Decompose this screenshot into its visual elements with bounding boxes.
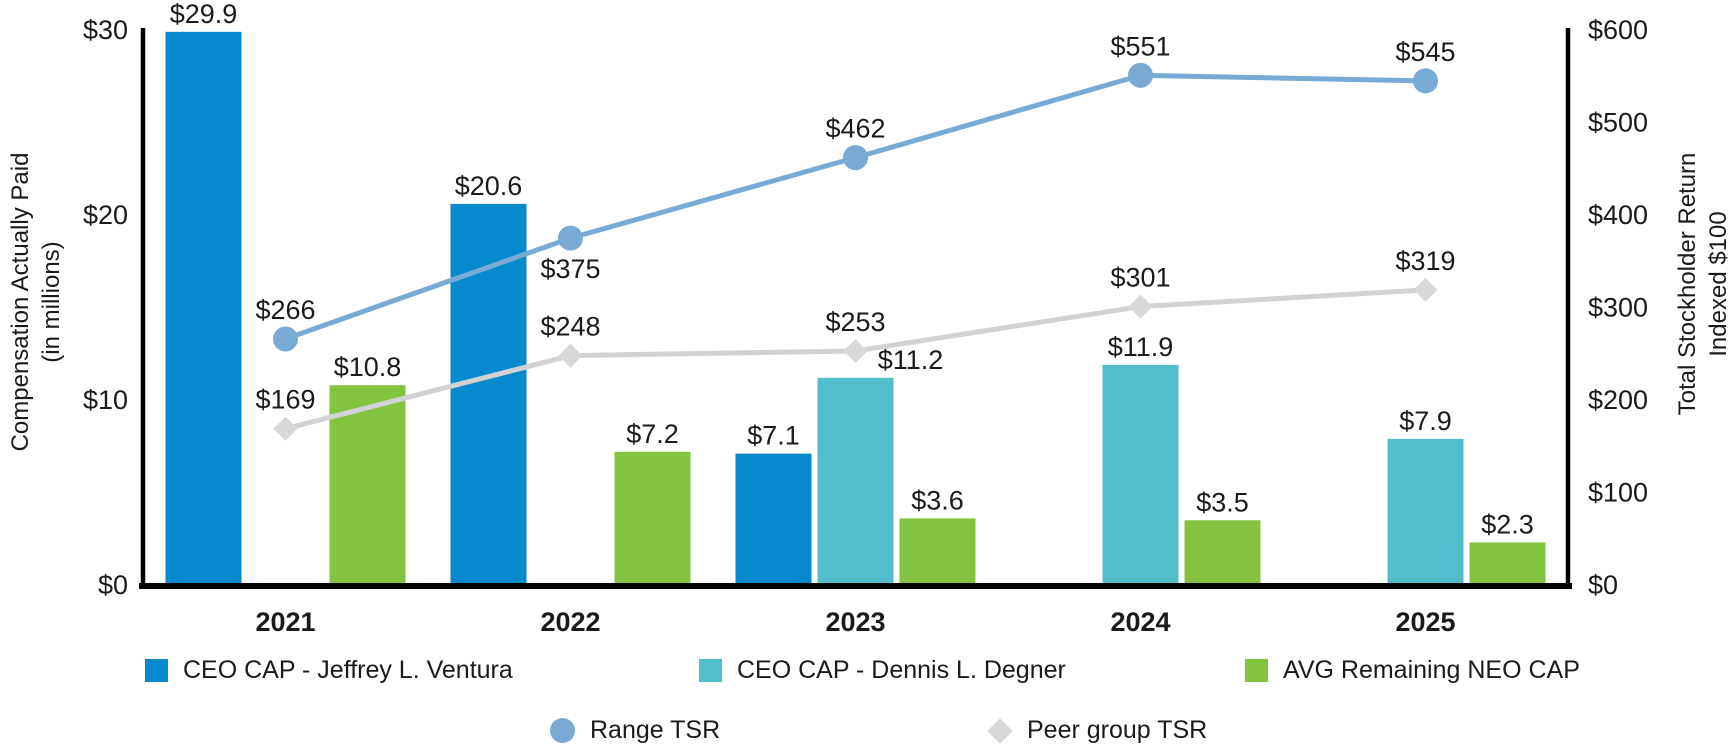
left-axis-tick: $30	[83, 15, 128, 45]
x-axis-tick-2025: 2025	[1395, 607, 1455, 637]
line-value-label: $319	[1395, 246, 1455, 276]
legend-item-range-tsr-swatch-icon	[550, 718, 575, 743]
range-tsr-marker	[1413, 68, 1438, 94]
bar-2023	[899, 518, 976, 585]
range-tsr-marker	[558, 225, 583, 251]
line-value-label: $551	[1110, 31, 1170, 61]
legend-item-range-tsr-label: Range TSR	[590, 716, 721, 744]
bar-2023	[735, 453, 812, 585]
left-axis-tick: $0	[98, 570, 128, 600]
peer-tsr-marker	[1128, 294, 1153, 319]
line-value-label: $375	[540, 254, 600, 284]
peer-tsr-marker	[558, 343, 583, 368]
bar-2021	[329, 385, 406, 585]
range-tsr-marker	[1128, 62, 1153, 88]
bar-value-label: $29.9	[170, 0, 238, 29]
right-axis-tick: $400	[1588, 200, 1648, 230]
bar-value-label: $11.2	[878, 345, 944, 375]
x-axis-tick-2021: 2021	[255, 607, 315, 637]
x-axis-tick-2023: 2023	[825, 607, 885, 637]
peer-tsr-marker	[843, 338, 868, 363]
legend-item-ceo-cap-dennis-l-degner-label: CEO CAP - Dennis L. Degner	[737, 656, 1066, 684]
legend-item-avg-remaining-neo-cap-swatch-icon	[1245, 659, 1268, 682]
range-tsr-marker	[843, 145, 868, 171]
bar-value-label: $20.6	[455, 171, 523, 201]
line-value-label: $462	[825, 114, 885, 144]
bar-2022	[614, 451, 691, 585]
line-value-label: $301	[1110, 263, 1170, 293]
right-axis-tick: $0	[1588, 570, 1618, 600]
peer-tsr-marker	[1413, 277, 1438, 302]
line-value-label: $545	[1395, 37, 1455, 67]
legend-item-ceo-cap-jeffrey-l-ventura: CEO CAP - Jeffrey L. Ventura	[145, 658, 513, 683]
legend-item-peer-group-tsr-swatch-icon	[987, 717, 1013, 744]
legend-item-ceo-cap-jeffrey-l-ventura-label: CEO CAP - Jeffrey L. Ventura	[183, 656, 513, 684]
range-tsr-marker	[273, 326, 298, 352]
bar-2022	[450, 203, 527, 585]
right-axis-tick: $300	[1588, 293, 1648, 323]
line-value-label: $253	[825, 307, 885, 337]
line-value-label: $248	[540, 312, 600, 342]
bar-value-label: $7.1	[747, 421, 800, 451]
bar-value-label: $3.5	[1196, 487, 1249, 517]
legend-item-peer-group-tsr-label: Peer group TSR	[1027, 716, 1208, 744]
legend-item-avg-remaining-neo-cap-label: AVG Remaining NEO CAP	[1283, 656, 1580, 684]
right-axis-tick: $200	[1588, 385, 1648, 415]
bar-2025	[1387, 438, 1464, 585]
x-axis-tick-2024: 2024	[1110, 607, 1170, 637]
bar-value-label: $11.9	[1108, 332, 1174, 362]
bar-value-label: $7.9	[1399, 406, 1452, 436]
bar-2023	[817, 377, 894, 585]
legend-item-range-tsr: Range TSR	[550, 718, 720, 743]
line-value-label: $169	[255, 385, 315, 415]
bar-2024	[1184, 520, 1261, 585]
bar-2021	[165, 31, 242, 586]
left-axis-tick: $20	[83, 200, 128, 230]
legend-item-peer-group-tsr: Peer group TSR	[987, 716, 1208, 744]
legend-item-ceo-cap-jeffrey-l-ventura-swatch-icon	[145, 659, 168, 682]
right-axis-tick: $600	[1588, 15, 1648, 45]
bar-value-label: $10.8	[334, 352, 402, 382]
right-axis-tick: $500	[1588, 108, 1648, 138]
bar-value-label: $7.2	[626, 419, 679, 449]
peer-tsr-marker	[273, 416, 298, 441]
bar-value-label: $2.3	[1481, 509, 1534, 539]
bar-value-label: $3.6	[911, 485, 964, 515]
left-axis-tick: $10	[83, 385, 128, 415]
legend-item-ceo-cap-dennis-l-degner-swatch-icon	[699, 659, 722, 682]
x-axis-tick-2022: 2022	[540, 607, 600, 637]
bar-2024	[1102, 364, 1179, 585]
line-value-label: $266	[255, 295, 315, 325]
bar-2025	[1469, 542, 1546, 585]
legend-item-avg-remaining-neo-cap: AVG Remaining NEO CAP	[1245, 658, 1580, 683]
legend-item-ceo-cap-dennis-l-degner: CEO CAP - Dennis L. Degner	[699, 658, 1066, 683]
right-axis-tick: $100	[1588, 478, 1648, 508]
